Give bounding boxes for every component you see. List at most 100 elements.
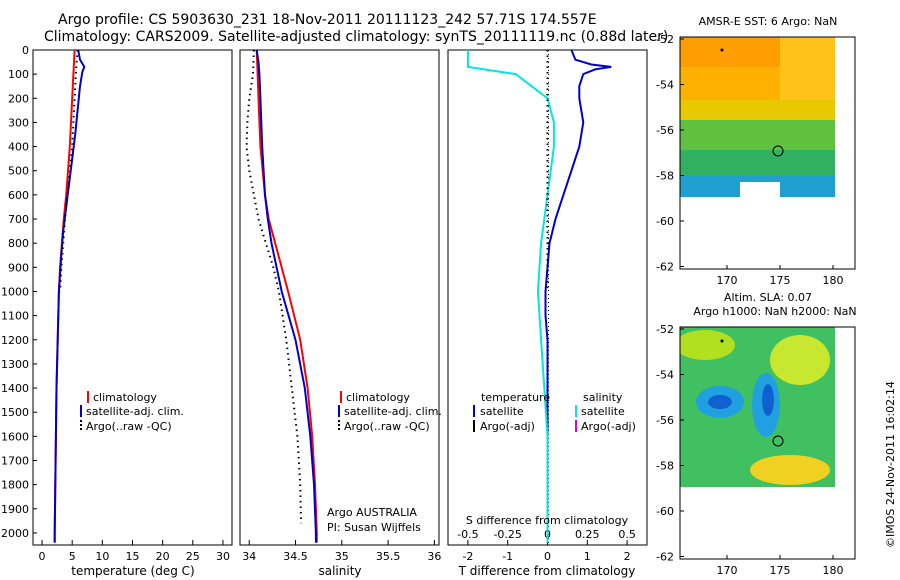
float-info-line1: Argo AUSTRALIA [327, 506, 417, 519]
map-x-tick-label: 175 [770, 564, 791, 577]
series-line-satellite [544, 49, 612, 543]
sst-map: AMSR-E SST: 6 Argo: NaN -52 -54 -56 -58 -60 -… [656, 15, 856, 287]
y-tick-label: 400 [8, 141, 29, 154]
x-tick-label: 34 [242, 550, 256, 563]
temperature-panel-frame [32, 49, 233, 546]
chart-title-line2: Climatology: CARS2009. Satellite-adjuste… [44, 29, 669, 45]
legend-climatology: climatology [346, 391, 410, 404]
y-tick-label: 300 [8, 116, 29, 129]
y-tick-label: 1900 [1, 503, 29, 516]
series-line-argo-raw-qc- [59, 49, 79, 292]
series-line-climatology [255, 49, 318, 543]
map-y-tick-label: -62 [656, 551, 674, 564]
map-y-tick-label: -54 [656, 369, 674, 382]
y-tick-label: 1300 [1, 358, 29, 371]
sla-high-2 [770, 335, 830, 385]
sla-high-3 [750, 455, 830, 485]
legend-argo: Argo(..raw -QC) [344, 420, 430, 433]
x-tick-label: 20 [156, 550, 170, 563]
y-tick-label: 700 [8, 213, 29, 226]
y-tick-label: 2000 [1, 527, 29, 540]
salinity-legend: climatology satellite-adj. clim. Argo(..… [338, 391, 442, 433]
y-tick-label: 1400 [1, 382, 29, 395]
y-tick-label: 1200 [1, 334, 29, 347]
sla-map-title1: Altim. SLA: 0.07 [724, 291, 812, 304]
series-line-satellite [466, 50, 555, 543]
reference-dot [720, 48, 724, 52]
difference-top-xlabel: S difference from climatology [466, 514, 629, 527]
x-tick-label: 25 [186, 550, 200, 563]
argo-position-marker [772, 145, 784, 157]
x-top-tick-label: 0.5 [618, 528, 636, 541]
y-tick-label: 0 [22, 44, 29, 57]
sst-nodata [680, 197, 855, 269]
chart-title-line1: Argo profile: CS 5903630_231 18-Nov-2011… [58, 12, 597, 28]
x-tick-label: 1 [584, 550, 591, 563]
map-x-tick-label: 180 [823, 564, 844, 577]
x-tick-label: 15 [126, 550, 140, 563]
y-tick-label: 800 [8, 237, 29, 250]
y-tick-label: 1800 [1, 479, 29, 492]
map-y-tick-label: -54 [656, 79, 674, 92]
y-tick-label: 1100 [1, 310, 29, 323]
map-y-tick-label: -52 [656, 323, 674, 336]
series-line-satellite-adj-clim- [53, 49, 86, 543]
map-y-tick-label: -62 [656, 261, 674, 274]
map-y-tick-label: -56 [656, 124, 674, 137]
legend-header-temperature: temperature [481, 391, 550, 404]
map-y-tick-label: -56 [656, 414, 674, 427]
series-line-climatology [53, 49, 76, 543]
sla-map-frame [679, 326, 856, 560]
sla-high-1 [680, 330, 735, 360]
map-y-tick-label: -60 [656, 215, 674, 228]
difference-xlabel: T difference from climatology [458, 564, 636, 578]
sla-map-title2: Argo h1000: NaN h2000: NaN [693, 305, 856, 318]
difference-legend: temperature salinity satellite Argo(-adj… [473, 391, 636, 433]
legend-climatology: climatology [93, 391, 157, 404]
legend-temp-argo: Argo(-adj) [480, 420, 535, 433]
x-tick-label: 35 [335, 550, 349, 563]
legend-satellite: satellite-adj. clim. [86, 405, 184, 418]
x-top-tick-label: -0.25 [493, 528, 521, 541]
x-tick-label: 36 [427, 550, 441, 563]
legend-satellite: satellite-adj. clim. [344, 405, 442, 418]
y-tick-label: 500 [8, 165, 29, 178]
x-tick-label: 10 [95, 550, 109, 563]
x-tick-label: 5 [69, 550, 76, 563]
sla-map: Altim. SLA: 0.07 Argo h1000: NaN h2000: … [656, 291, 857, 577]
y-tick-label: 200 [8, 92, 29, 105]
x-top-tick-label: -0.5 [457, 528, 478, 541]
float-info-line2: PI: Susan Wijffels [327, 521, 421, 534]
sst-map-frame [679, 36, 856, 270]
difference-panel: -2 -1 0 1 2-0.5 -0.25 0 0.25 0.5 T difference fr… [447, 49, 648, 578]
legend-header-salinity: salinity [583, 391, 623, 404]
sla-low-2-core [762, 384, 774, 416]
map-y-tick-label: -52 [656, 33, 674, 46]
x-tick-label: -1 [502, 550, 513, 563]
legend-sal-satellite: satellite [581, 405, 625, 418]
map-y-tick-label: -60 [656, 505, 674, 518]
sla-nodata [680, 487, 855, 559]
x-tick-label: 2 [624, 550, 631, 563]
y-tick-label: 1600 [1, 430, 29, 443]
sst-field-yellow [780, 37, 835, 107]
argo-position-marker [772, 435, 784, 447]
x-tick-label: 34.5 [283, 550, 308, 563]
reference-dot [720, 339, 724, 343]
sst-missing [740, 182, 780, 197]
imos-timestamp: ©IMOS 24-Nov-2011 16:02:14 [884, 381, 897, 548]
y-tick-label: 1500 [1, 406, 29, 419]
x-tick-label: 35.5 [376, 550, 401, 563]
map-x-tick-label: 175 [770, 274, 791, 287]
map-x-tick-label: 180 [823, 274, 844, 287]
y-tick-label: 600 [8, 189, 29, 202]
x-tick-label: 0 [544, 550, 551, 563]
temperature-xlabel: temperature (deg C) [71, 564, 194, 578]
legend-temp-satellite: satellite [480, 405, 524, 418]
x-tick-label: 0 [39, 550, 46, 563]
legend-sal-argo: Argo(-adj) [581, 420, 636, 433]
salinity-panel: 34 34.5 35 35.5 36 salinity climatology sate… [239, 49, 442, 578]
salinity-panel-frame [239, 49, 440, 546]
y-tick-label: 100 [8, 68, 29, 81]
x-top-tick-label: 0.25 [575, 528, 600, 541]
